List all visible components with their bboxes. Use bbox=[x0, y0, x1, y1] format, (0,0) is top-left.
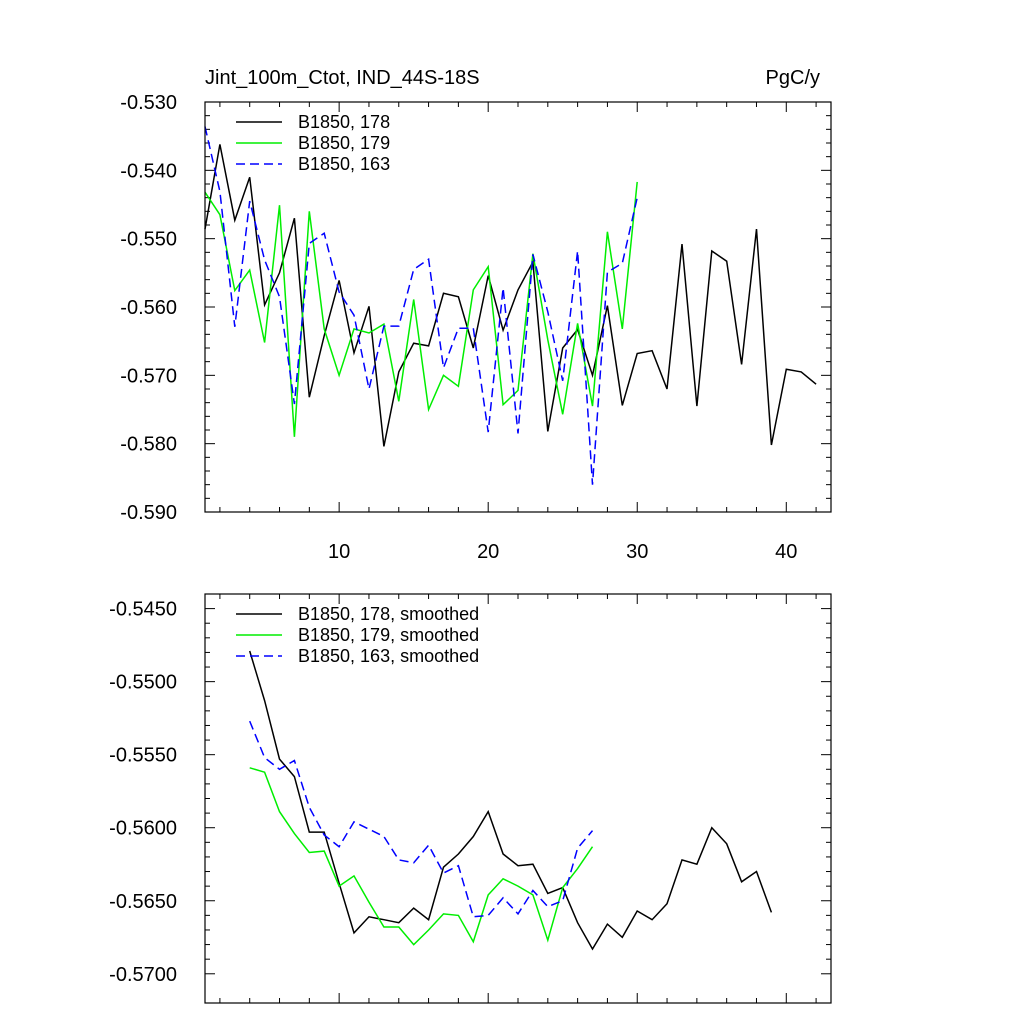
legend-label: B1850, 163, smoothed bbox=[298, 646, 479, 666]
bottom-plot-frame bbox=[204, 593, 832, 1004]
y-tick-label: -0.550 bbox=[120, 229, 177, 251]
legend-label: B1850, 163 bbox=[298, 154, 390, 174]
y-tick-label: -0.5500 bbox=[109, 672, 177, 694]
x-tick-label: 40 bbox=[775, 541, 797, 563]
chart-title: Jint_100m_Ctot, IND_44S-18S bbox=[205, 67, 480, 89]
y-tick-label: -0.5550 bbox=[109, 745, 177, 767]
legend-label: B1850, 179, smoothed bbox=[298, 625, 479, 645]
series-line-0 bbox=[204, 144, 817, 447]
legend-label: B1850, 178, smoothed bbox=[298, 604, 479, 624]
top-chart-panel: Jint_100m_Ctot, IND_44S-18S PgC/y -0.590… bbox=[120, 67, 832, 563]
y-tick-label: -0.530 bbox=[120, 92, 177, 114]
y-tick-label: -0.590 bbox=[120, 502, 177, 524]
series-line-0 bbox=[248, 650, 773, 951]
top-plot-frame bbox=[204, 101, 832, 513]
legend-label: B1850, 178 bbox=[298, 112, 390, 132]
y-tick-label: -0.560 bbox=[120, 297, 177, 319]
y-tick-label: -0.580 bbox=[120, 434, 177, 456]
chart-units: PgC/y bbox=[766, 67, 820, 89]
series-line-1 bbox=[249, 767, 594, 946]
bottom-chart-panel: -0.5700 -0.5650 -0.5600 -0.5550 -0.5500 -0.54… bbox=[109, 593, 832, 1004]
x-tick-label: 10 bbox=[328, 541, 350, 563]
y-tick-label: -0.5650 bbox=[109, 891, 177, 913]
y-tick-label: -0.570 bbox=[120, 365, 177, 387]
bottom-series-group bbox=[248, 650, 773, 951]
bottom-ticks-group: -0.5700 -0.5650 -0.5600 -0.5550 -0.5500 -0.54… bbox=[109, 594, 831, 1003]
series-line-2 bbox=[204, 126, 638, 485]
y-tick-label: -0.5450 bbox=[109, 599, 177, 621]
x-tick-label: 30 bbox=[626, 541, 648, 563]
y-tick-label: -0.5700 bbox=[109, 964, 177, 986]
y-tick-label: -0.540 bbox=[120, 160, 177, 182]
top-ticks-group: -0.590 -0.580 -0.570 -0.560 -0.550 -0.540 -0.5… bbox=[120, 92, 831, 563]
y-tick-label: -0.5600 bbox=[109, 818, 177, 840]
series-line-2 bbox=[249, 720, 594, 918]
top-series-group bbox=[204, 126, 817, 485]
x-tick-label: 20 bbox=[477, 541, 499, 563]
series-line-1 bbox=[204, 181, 638, 437]
legend-label: B1850, 179 bbox=[298, 133, 390, 153]
